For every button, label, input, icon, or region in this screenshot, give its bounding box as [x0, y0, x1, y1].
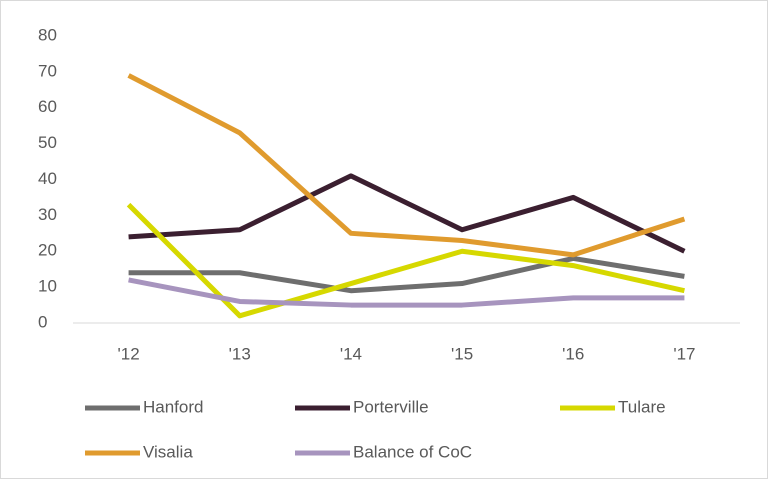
y-tick-label: 20 — [38, 241, 57, 260]
x-tick-label: '17 — [673, 344, 695, 363]
legend-label: Visalia — [143, 442, 193, 461]
x-tick-label: '14 — [340, 344, 362, 363]
x-tick-label: '13 — [229, 344, 251, 363]
legend-label: Balance of CoC — [353, 442, 472, 461]
y-tick-label: 30 — [38, 205, 57, 224]
series-line — [127, 73, 686, 258]
series-line — [128, 173, 686, 254]
x-tick-label: '15 — [451, 344, 473, 363]
y-tick-label: 50 — [38, 133, 57, 152]
x-tick-label: '12 — [118, 344, 140, 363]
y-tick-label: 10 — [38, 277, 57, 296]
legend-label: Porterville — [353, 397, 429, 416]
y-tick-label: 40 — [38, 169, 57, 188]
legend-label: Tulare — [618, 397, 666, 416]
y-tick-label: 80 — [38, 25, 57, 44]
y-tick-label: 60 — [38, 97, 57, 116]
y-tick-label: 70 — [38, 61, 57, 80]
series-line — [128, 255, 685, 294]
x-tick-label: '16 — [562, 344, 584, 363]
y-tick-label: 0 — [38, 312, 47, 331]
legend-label: Hanford — [143, 397, 203, 416]
series-line — [128, 277, 685, 308]
